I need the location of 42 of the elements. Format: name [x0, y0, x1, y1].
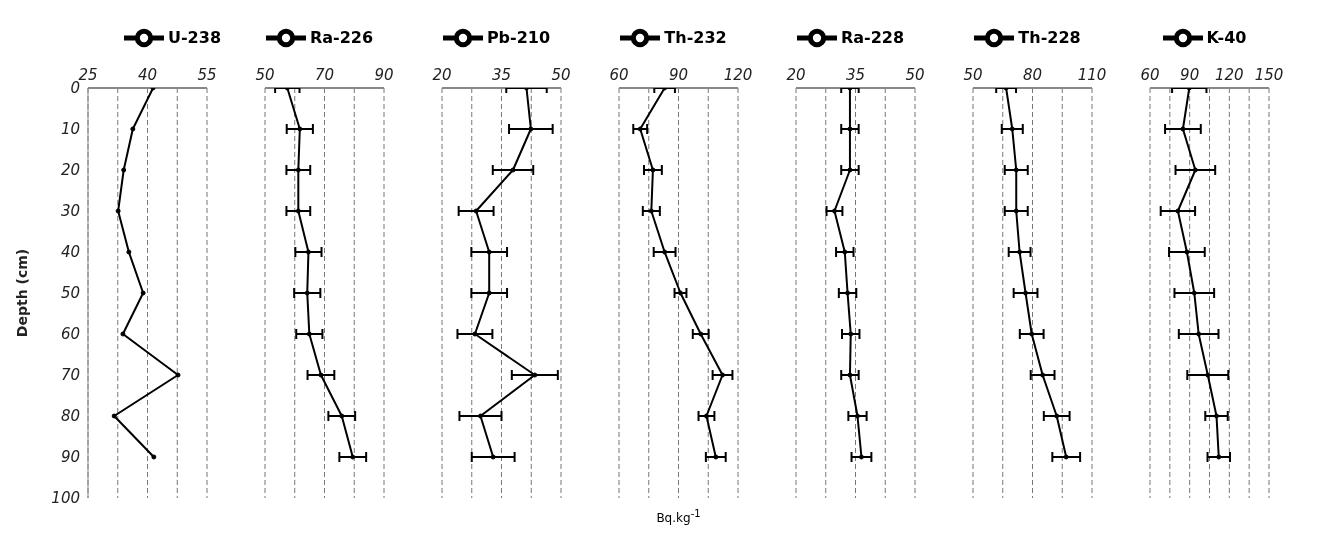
- x-tick-label: 110: [1077, 66, 1107, 84]
- x-tick-label: 20: [786, 66, 806, 84]
- legend-label: Th-228: [1018, 27, 1081, 47]
- x-tick-label: 50: [551, 66, 571, 84]
- x-tick-label: 80: [1022, 66, 1043, 84]
- x-tick-label: 55: [197, 66, 217, 84]
- y-tick-label: 50: [60, 284, 80, 303]
- legend-label: K-40: [1206, 27, 1247, 47]
- legend-label: U-238: [167, 27, 222, 47]
- legend-label: Ra-228: [840, 27, 905, 47]
- y-axis-title: Depth (cm): [13, 248, 30, 338]
- x-tick-label: 120: [1215, 66, 1244, 84]
- x-tick-label: 25: [78, 66, 98, 84]
- x-axis-title: Bq.kg$^{-1}$: [655, 508, 702, 525]
- y-tick-label: 90: [60, 448, 80, 467]
- legend-label: Pb-210: [486, 27, 551, 47]
- x-tick-label: 60: [1140, 66, 1160, 84]
- x-tick-label: 90: [374, 66, 394, 84]
- x-tick-label: 120: [723, 66, 753, 84]
- legend-label: Ra-226: [309, 27, 374, 47]
- y-tick-label: 80: [60, 407, 80, 426]
- y-tick-label: 20: [60, 161, 80, 180]
- y-tick-label: 60: [60, 325, 80, 344]
- x-tick-label: 50: [963, 66, 983, 84]
- y-tick-label: 30: [60, 202, 80, 221]
- y-tick-label: 10: [60, 120, 80, 139]
- x-tick-label: 35: [491, 66, 512, 84]
- y-tick-label: 70: [60, 366, 80, 385]
- x-tick-label: 90: [668, 66, 689, 84]
- x-tick-label: 20: [432, 66, 452, 84]
- x-tick-label: 150: [1254, 66, 1284, 84]
- x-tick-label: 70: [314, 66, 335, 84]
- y-tick-label: 100: [51, 489, 80, 508]
- legend-label: Th-232: [664, 27, 727, 47]
- x-tick-label: 90: [1180, 66, 1200, 84]
- y-tick-label: 40: [60, 243, 80, 262]
- x-tick-label: 50: [905, 66, 925, 84]
- x-tick-label: 60: [609, 66, 629, 84]
- x-tick-label: 35: [845, 66, 866, 84]
- x-tick-label: 40: [137, 66, 158, 84]
- y-tick-label: 0: [70, 79, 80, 98]
- x-tick-label: 50: [255, 66, 275, 84]
